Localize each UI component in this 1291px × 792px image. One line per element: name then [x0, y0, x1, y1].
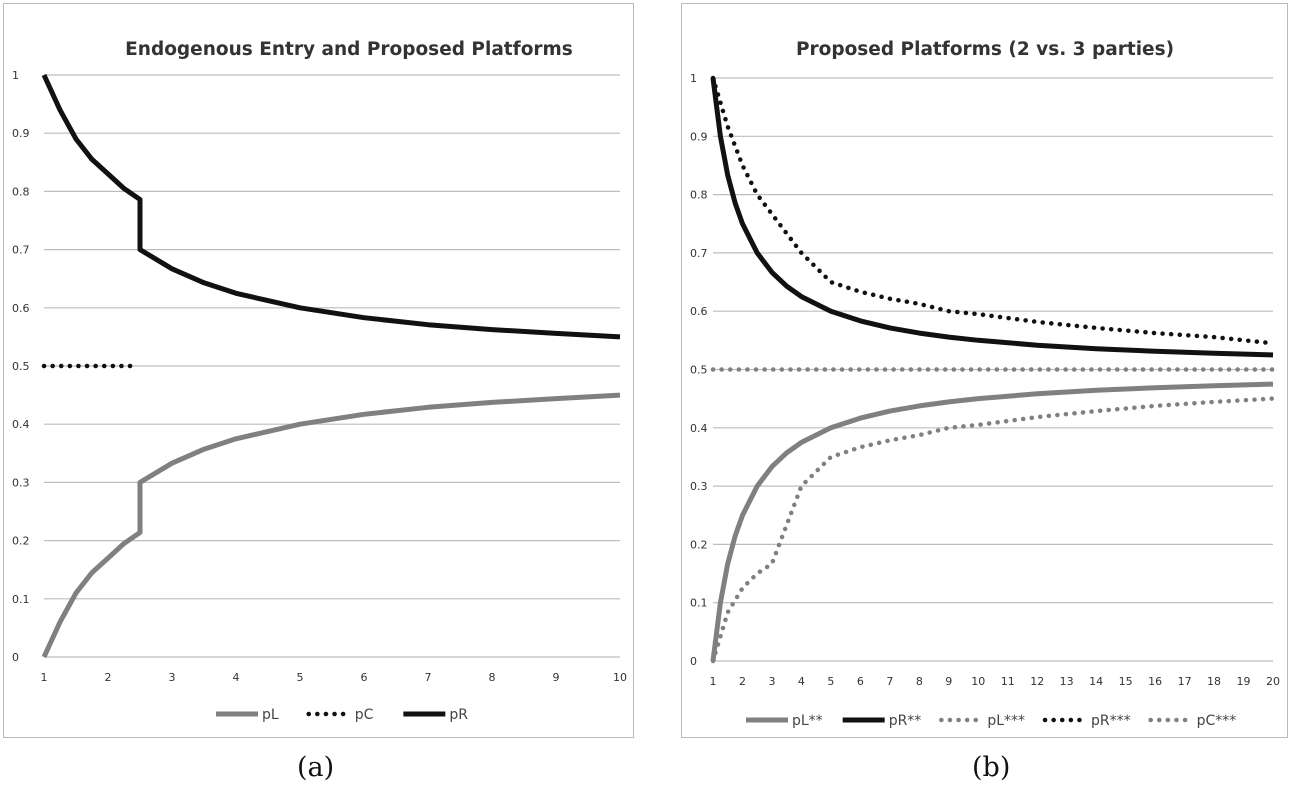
chart-b-x-tick-label: 20 — [1266, 675, 1280, 688]
legend-b-label: pL*** — [987, 713, 1025, 729]
chart-a-title: Endogenous Entry and Proposed Platforms — [125, 39, 573, 60]
chart-panel-b: Proposed Platforms (2 vs. 3 parties) 0 0.1… — [681, 3, 1288, 738]
chart-b-y-tick-label: 0.1 — [690, 597, 708, 610]
chart-b-series-pLss — [710, 381, 1274, 662]
caption-a: (a) — [297, 752, 335, 783]
chart-a-series-pR — [41, 73, 621, 340]
chart-b-x-tick-label: 16 — [1148, 675, 1162, 688]
chart-b-series-pRss — [710, 77, 1274, 358]
chart-a-series-pL — [41, 392, 621, 659]
legend-a-label: pR — [449, 707, 468, 723]
chart-a-x-tick-label: 3 — [169, 671, 176, 684]
legend-b-label: pR*** — [1091, 713, 1131, 729]
chart-b-x-tick-label: 18 — [1207, 675, 1221, 688]
chart-a-y-tick-label: 0 — [12, 651, 19, 664]
chart-a-y-tick-label: 0.4 — [12, 418, 30, 431]
chart-a-y-tick-label: 0.9 — [12, 127, 30, 140]
chart-b-y-tick-label: 0.8 — [690, 189, 708, 202]
chart-a-y-tick-label: 0.8 — [12, 185, 30, 198]
chart-a-x-tick-label: 2 — [105, 671, 112, 684]
chart-a-y-tick-label: 0.1 — [12, 593, 30, 606]
chart-a-x-tick-label: 4 — [233, 671, 240, 684]
chart-b-y-tick-label: 1 — [690, 72, 697, 85]
chart-b-y-tick-label: 0.9 — [690, 130, 708, 143]
chart-b-x-tick-label: 8 — [916, 675, 923, 688]
chart-b-y-tick-label: 0.2 — [690, 538, 708, 551]
chart-b-y-tick-label: 0.4 — [690, 422, 708, 435]
chart-b-x-tick-label: 13 — [1060, 675, 1074, 688]
chart-b-x-tick-label: 1 — [710, 675, 717, 688]
legend-a-label: pL — [262, 707, 279, 723]
chart-a-y-tick-label: 0.7 — [12, 244, 30, 257]
chart-b-series-pRsss — [710, 75, 1276, 346]
chart-b-x-tick-label: 17 — [1178, 675, 1192, 688]
chart-b-x-tick-label: 3 — [768, 675, 775, 688]
chart-b-x-tick-label: 4 — [798, 675, 805, 688]
caption-b: (b) — [972, 752, 1011, 783]
chart-b-x-tick-label: 12 — [1030, 675, 1044, 688]
chart-a-y-tick-label: 0.6 — [12, 302, 30, 315]
chart-a-x-tick-label: 5 — [297, 671, 304, 684]
legend-a-label: pC — [355, 707, 374, 723]
chart-b-x-tick-label: 6 — [857, 675, 864, 688]
chart-b-x-tick-label: 19 — [1237, 675, 1251, 688]
legend-b-label: pL** — [792, 713, 823, 729]
chart-a-x-tick-label: 8 — [489, 671, 496, 684]
chart-b-x-tick-label: 2 — [739, 675, 746, 688]
chart-a-x-tick-label: 7 — [425, 671, 432, 684]
chart-b-y-tick-label: 0.7 — [690, 247, 708, 260]
legend-b-label: pR** — [889, 713, 922, 729]
chart-a-x-tick-label: 1 — [41, 671, 48, 684]
chart-b-x-tick-label: 11 — [1001, 675, 1015, 688]
chart-b-y-tick-label: 0.6 — [690, 305, 708, 318]
chart-a-y-tick-label: 1 — [12, 69, 19, 82]
chart-panel-a: Endogenous Entry and Proposed Platforms 0… — [3, 3, 634, 738]
chart-b-y-tick-label: 0.3 — [690, 480, 708, 493]
chart-a-y-tick-label: 0.3 — [12, 476, 30, 489]
chart-b-y-tick-label: 0.5 — [690, 364, 708, 377]
chart-a-x-tick-label: 9 — [553, 671, 560, 684]
chart-b-x-tick-label: 9 — [945, 675, 952, 688]
chart-b-svg: Proposed Platforms (2 vs. 3 parties) 0 0.1… — [690, 39, 1280, 729]
chart-a-y-tick-label: 0.2 — [12, 535, 30, 548]
chart-b-y-tick-label: 0 — [690, 655, 697, 668]
chart-b-title: Proposed Platforms (2 vs. 3 parties) — [796, 39, 1174, 60]
chart-a-x-tick-label: 10 — [613, 671, 627, 684]
chart-b-x-tick-label: 14 — [1089, 675, 1103, 688]
legend-b-label: pC*** — [1197, 713, 1237, 729]
chart-b-x-tick-label: 10 — [971, 675, 985, 688]
chart-b-x-tick-label: 5 — [827, 675, 834, 688]
chart-a-svg: Endogenous Entry and Proposed Platforms 0… — [12, 39, 627, 723]
chart-a-y-tick-label: 0.5 — [12, 360, 30, 373]
chart-b-x-tick-label: 15 — [1119, 675, 1133, 688]
chart-a-x-tick-label: 6 — [361, 671, 368, 684]
chart-b-x-tick-label: 7 — [886, 675, 893, 688]
chart-b-series-pLsss — [710, 396, 1276, 664]
